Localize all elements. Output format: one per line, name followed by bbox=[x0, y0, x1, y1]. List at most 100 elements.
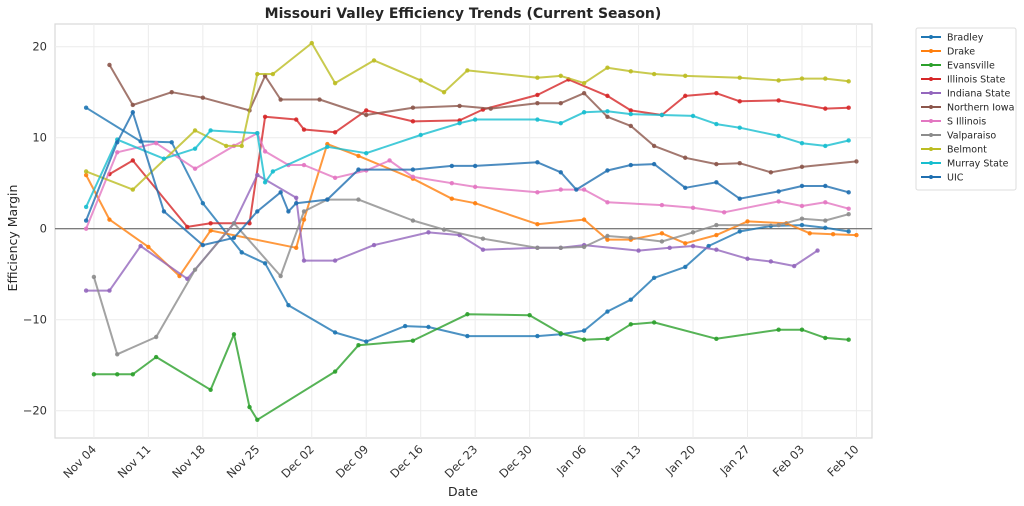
data-point bbox=[527, 312, 532, 318]
legend-label: Drake bbox=[947, 47, 975, 58]
data-point bbox=[83, 204, 89, 210]
series-belmont bbox=[83, 40, 851, 192]
data-point bbox=[659, 202, 665, 208]
data-point bbox=[846, 229, 851, 234]
data-point bbox=[558, 120, 563, 126]
data-point bbox=[356, 197, 361, 202]
data-point bbox=[823, 218, 828, 223]
x-tick-label: Dec 09 bbox=[333, 442, 372, 481]
data-point bbox=[535, 160, 540, 165]
data-point bbox=[200, 201, 206, 206]
data-point bbox=[115, 352, 120, 357]
data-point bbox=[799, 140, 805, 146]
data-point bbox=[449, 196, 455, 201]
data-point bbox=[223, 143, 229, 149]
legend-item: S Illinois bbox=[921, 117, 986, 128]
data-point bbox=[169, 90, 174, 95]
x-tick-label: Jan 27 bbox=[717, 442, 753, 478]
data-point bbox=[231, 235, 237, 241]
data-point bbox=[472, 117, 478, 122]
data-point bbox=[823, 183, 828, 189]
data-point bbox=[823, 106, 828, 111]
data-point bbox=[823, 76, 828, 81]
legend-item: Bradley bbox=[921, 33, 984, 44]
data-point bbox=[83, 226, 89, 231]
data-point bbox=[737, 229, 742, 234]
y-tick-label: −20 bbox=[23, 404, 47, 418]
data-point bbox=[683, 73, 688, 79]
data-point bbox=[651, 71, 657, 77]
data-point bbox=[480, 236, 486, 241]
data-point bbox=[364, 112, 369, 118]
data-point bbox=[278, 97, 283, 102]
data-point bbox=[356, 153, 361, 159]
data-point bbox=[605, 309, 610, 314]
legend-marker bbox=[929, 77, 933, 81]
x-tick-label: Nov 25 bbox=[224, 442, 263, 481]
data-point bbox=[130, 110, 136, 115]
data-point bbox=[192, 267, 198, 272]
legend-label: Bradley bbox=[947, 33, 984, 44]
data-point bbox=[83, 172, 89, 178]
legend-item: Drake bbox=[921, 47, 975, 58]
legend-marker bbox=[929, 133, 933, 137]
data-point bbox=[807, 231, 812, 236]
data-point bbox=[683, 185, 688, 190]
series-line-valparaiso bbox=[92, 198, 849, 356]
legend-label: Evansville bbox=[947, 61, 995, 72]
data-point bbox=[410, 218, 416, 223]
legend-marker bbox=[929, 147, 933, 151]
data-point bbox=[799, 216, 805, 221]
x-tick-label: Nov 11 bbox=[115, 442, 154, 481]
data-point bbox=[465, 68, 470, 73]
data-point bbox=[714, 180, 719, 185]
data-point bbox=[714, 90, 719, 96]
data-point bbox=[301, 217, 307, 222]
data-point bbox=[535, 100, 540, 106]
series-line-s-illinois bbox=[85, 132, 849, 230]
data-point bbox=[721, 210, 727, 215]
data-point bbox=[737, 75, 742, 80]
data-point bbox=[83, 105, 89, 110]
data-point bbox=[262, 261, 268, 266]
data-point bbox=[255, 172, 260, 178]
data-point bbox=[371, 58, 377, 63]
data-point bbox=[846, 190, 851, 195]
legend-item: UIC bbox=[921, 173, 964, 184]
data-point bbox=[659, 112, 665, 118]
series-uic bbox=[83, 110, 851, 248]
data-point bbox=[480, 247, 486, 252]
data-point bbox=[138, 243, 143, 249]
data-point bbox=[605, 237, 610, 242]
data-point bbox=[776, 222, 781, 228]
data-point bbox=[683, 264, 688, 270]
data-point bbox=[651, 143, 657, 149]
data-point bbox=[581, 328, 587, 333]
data-point bbox=[581, 337, 587, 342]
data-point bbox=[683, 93, 688, 99]
data-point bbox=[239, 250, 244, 255]
data-point bbox=[208, 221, 213, 226]
data-point bbox=[472, 163, 478, 169]
data-point bbox=[535, 75, 540, 80]
data-point bbox=[115, 140, 120, 145]
legend-label: Indiana State bbox=[947, 89, 1010, 100]
data-point bbox=[130, 102, 136, 108]
data-point bbox=[574, 187, 579, 192]
data-point bbox=[332, 330, 338, 335]
data-point bbox=[410, 174, 416, 180]
data-point bbox=[745, 219, 750, 224]
data-point bbox=[286, 209, 291, 214]
data-point bbox=[768, 170, 774, 175]
data-point bbox=[262, 180, 268, 185]
data-point bbox=[628, 69, 633, 74]
legend-label: Murray State bbox=[947, 159, 1009, 170]
data-point bbox=[371, 242, 377, 248]
legend-label: Illinois State bbox=[947, 75, 1005, 86]
data-point bbox=[581, 217, 587, 222]
data-point bbox=[200, 95, 206, 100]
legend-marker bbox=[929, 49, 933, 53]
data-point bbox=[364, 339, 369, 344]
data-point bbox=[581, 80, 587, 86]
